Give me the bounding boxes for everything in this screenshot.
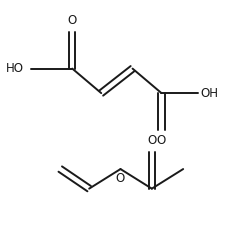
Text: O: O xyxy=(68,14,77,27)
Text: O: O xyxy=(157,134,166,147)
Text: HO: HO xyxy=(6,62,24,75)
Text: OH: OH xyxy=(200,86,218,100)
Text: O: O xyxy=(147,134,156,147)
Text: O: O xyxy=(116,172,125,185)
